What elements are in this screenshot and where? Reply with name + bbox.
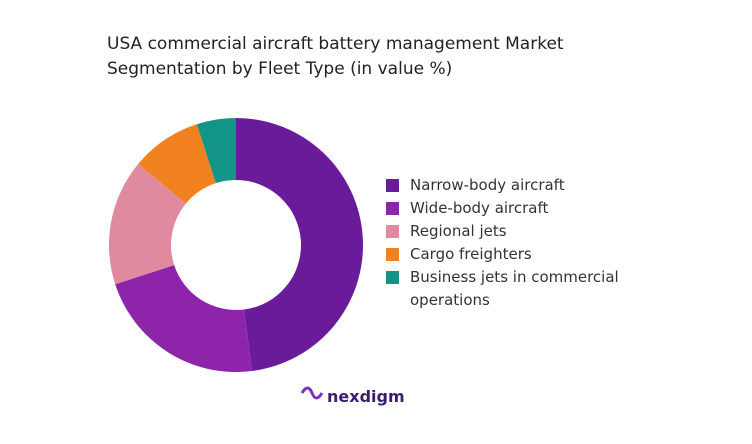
legend-swatch <box>386 271 399 284</box>
legend-label: Cargo freighters <box>410 245 532 263</box>
chart-title: USA commercial aircraft battery manageme… <box>107 34 564 79</box>
donut-slice <box>109 164 186 285</box>
brand-logo <box>300 386 324 400</box>
donut-slice <box>236 118 363 371</box>
legend-swatch <box>386 248 399 261</box>
legend-item: Narrow-body aircraft <box>386 174 626 197</box>
legend-label: Business jets in commercial operations <box>410 268 619 309</box>
legend-label: Regional jets <box>410 222 507 240</box>
legend-item: Business jets in commercial operations <box>386 266 626 312</box>
legend-swatch <box>386 225 399 238</box>
legend-swatch <box>386 202 399 215</box>
legend-item: Wide-body aircraft <box>386 197 626 220</box>
brand-name: nexdigm <box>327 387 405 406</box>
legend-label: Narrow-body aircraft <box>410 176 565 194</box>
legend: Narrow-body aircraft Wide-body aircraft Re… <box>386 174 626 312</box>
legend-label: Wide-body aircraft <box>410 199 549 217</box>
donut-slice <box>196 118 236 184</box>
donut-slice <box>138 124 216 204</box>
legend-item: Cargo freighters <box>386 243 626 266</box>
legend-item: Regional jets <box>386 220 626 243</box>
donut-slice <box>115 265 252 372</box>
legend-swatch <box>386 179 399 192</box>
